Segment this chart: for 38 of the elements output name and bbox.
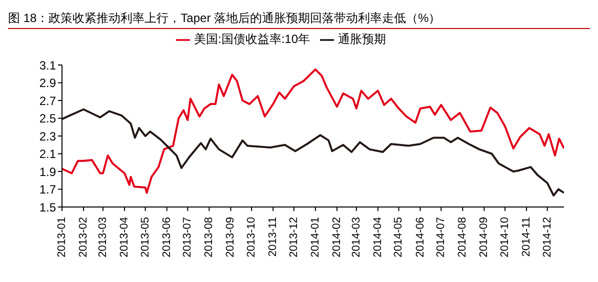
x-tick-label: 2014-06 (414, 217, 426, 258)
x-tick-label: 2013-08 (203, 217, 216, 258)
x-tick-label: 2014-09 (478, 217, 490, 258)
x-tick-label: 2013-12 (288, 217, 300, 258)
y-tick-label: 2.1 (39, 147, 56, 162)
x-tick-label: 2013-05 (139, 217, 152, 258)
x-tick-label: 2013-10 (246, 217, 258, 258)
legend-label: 通胀预期 (338, 32, 386, 46)
x-tick-label: 2014-01 (309, 217, 322, 258)
x-tick-label: 2013-07 (182, 217, 194, 258)
y-tick-label: 1.7 (39, 182, 56, 197)
x-tick-label: 2014-05 (392, 217, 405, 258)
y-tick-label: 3.1 (39, 58, 56, 72)
chart-title: 图 18：政策收紧推动利率上行，Taper 落地后的通胀预期回落带动利率走低（%） (8, 8, 590, 29)
x-tick-label: 2013-09 (224, 217, 237, 258)
y-tick-label: 1.5 (39, 200, 56, 214)
y-tick-label: 2.9 (39, 76, 56, 90)
x-tick-label: 2013-11 (267, 217, 280, 257)
x-tick-label: 2014-10 (498, 217, 511, 258)
x-tick-label: 2013-04 (118, 217, 130, 258)
y-tick-label: 2.7 (39, 94, 56, 108)
x-tick-label: 2013-02 (78, 217, 90, 258)
x-tick-label: 2014-03 (350, 217, 362, 258)
x-tick-label: 2013-06 (160, 217, 173, 258)
line-series (62, 68, 564, 194)
line-series (62, 108, 564, 196)
x-tick-label: 2014-07 (435, 217, 448, 258)
y-tick-label: 2.5 (39, 112, 56, 126)
x-tick-label: 2013-03 (96, 217, 109, 258)
x-tick-label: 2014-02 (330, 217, 343, 258)
x-tick-label: 2014-11 (520, 217, 533, 257)
x-tick-label: 2014-08 (456, 217, 469, 258)
legend-label: 美国:国债收益率:10年 (194, 32, 310, 46)
x-tick-label: 2014-04 (372, 217, 384, 258)
y-tick-label: 1.9 (39, 164, 56, 179)
y-tick-label: 2.3 (39, 129, 56, 144)
x-tick-label: 2014-12 (541, 217, 554, 258)
x-tick-label: 2013-01 (56, 217, 68, 258)
